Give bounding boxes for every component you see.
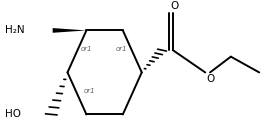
Text: O: O (171, 1, 179, 11)
Text: H₂N: H₂N (5, 25, 25, 35)
Text: or1: or1 (116, 46, 128, 52)
Text: or1: or1 (80, 46, 92, 52)
Text: or1: or1 (84, 88, 95, 94)
Text: HO: HO (5, 109, 21, 119)
Polygon shape (53, 28, 86, 33)
Text: O: O (207, 74, 215, 84)
